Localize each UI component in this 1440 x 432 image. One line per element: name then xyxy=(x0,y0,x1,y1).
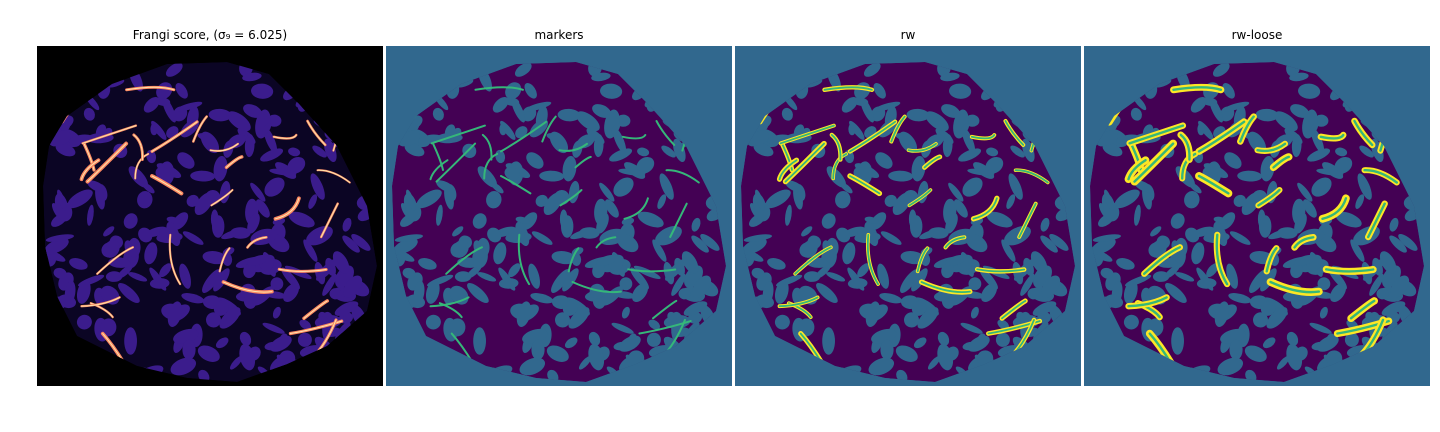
vessel-marks xyxy=(396,86,705,382)
panel-title-frangi: Frangi score, (σ₉ = 6.025) xyxy=(132,28,288,42)
markers-image xyxy=(386,46,732,386)
panel-title-rw-loose: rw-loose xyxy=(1231,28,1283,42)
markers-canvas xyxy=(386,46,732,386)
rw-canvas xyxy=(735,46,1081,386)
frangi-score-canvas xyxy=(37,46,383,386)
rw-loose-image xyxy=(1084,46,1430,386)
rw-image xyxy=(735,46,1081,386)
tissue-region xyxy=(1090,62,1424,382)
panel-title-rw: rw xyxy=(900,28,916,42)
tissue-mask xyxy=(392,62,726,382)
frangi-score-image xyxy=(37,46,383,386)
panel-title-markers: markers xyxy=(534,28,584,42)
rw-loose-canvas xyxy=(1084,46,1430,386)
tissue-region xyxy=(741,62,1075,382)
